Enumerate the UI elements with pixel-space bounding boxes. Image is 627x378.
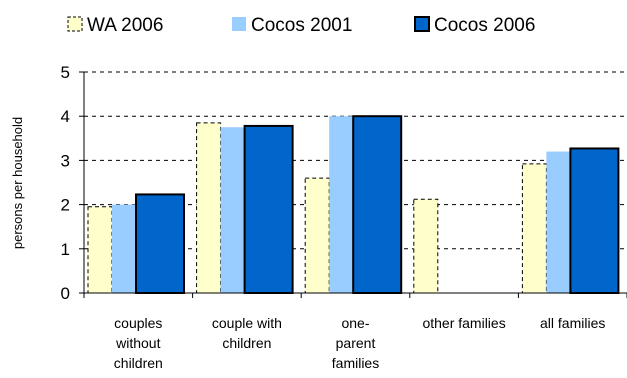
bar-wa-2006 [304, 177, 330, 294]
bar-wa-2006 [521, 163, 547, 294]
category-label: children [222, 335, 271, 351]
y-axis-title: persons per household [10, 117, 25, 249]
category-label: children [114, 355, 163, 371]
bar-cocos-2006 [352, 115, 403, 294]
category-label: couples [114, 315, 162, 331]
y-tick-label: 1 [61, 240, 70, 259]
y-tick-label: 3 [61, 151, 70, 170]
category-label: families [332, 355, 379, 371]
category-labels: couples without children couple with childre… [114, 315, 606, 371]
legend-label: WA 2006 [87, 15, 163, 36]
legend-swatch [67, 16, 83, 32]
category-label: one- [341, 315, 369, 331]
legend: WA 2006 Cocos 2001 Cocos 2006 [67, 15, 535, 36]
y-tick-label: 0 [61, 284, 70, 303]
legend-swatch [232, 17, 246, 31]
bar-wa-2006 [413, 198, 439, 294]
category-label: parent [336, 335, 376, 351]
bar-cocos-2001 [546, 151, 571, 293]
axes [79, 71, 627, 298]
y-tick-label: 4 [61, 107, 70, 126]
bar-cocos-2001 [220, 127, 245, 293]
legend-label: Cocos 2001 [251, 15, 352, 36]
legend-label: Cocos 2006 [434, 15, 535, 36]
bar-cocos-2006 [135, 193, 185, 295]
bars [87, 115, 620, 295]
y-tick-label: 5 [61, 63, 70, 82]
category-label: couple with [212, 315, 282, 331]
bar-cocos-2006 [243, 124, 294, 295]
bar-wa-2006 [87, 206, 113, 294]
bar-cocos-2006 [569, 147, 620, 294]
bar-cocos-2001 [329, 116, 354, 293]
category-label: without [115, 335, 160, 351]
bar-wa-2006 [196, 122, 222, 294]
bar-cocos-2001 [112, 204, 136, 293]
y-tick-label: 2 [61, 196, 70, 215]
y-tick-labels: 0 1 2 3 4 5 [61, 63, 70, 303]
category-label: all families [540, 315, 605, 331]
legend-swatch [414, 16, 430, 32]
category-label: other families [422, 315, 505, 331]
